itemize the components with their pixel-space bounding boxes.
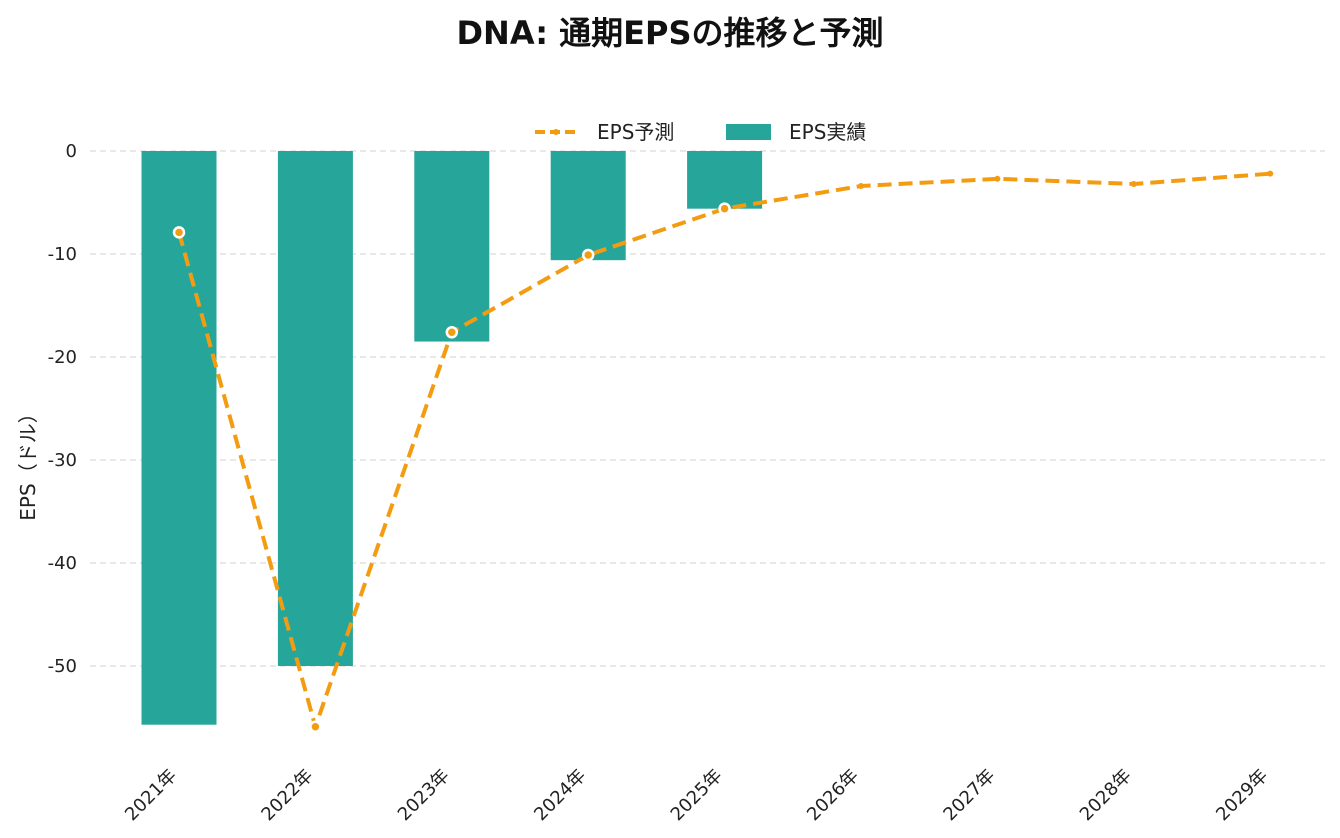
forecast-point-2021年 [172, 226, 186, 239]
bar-series [141, 151, 763, 725]
bar-2024年 [550, 151, 626, 261]
legend-line-marker [553, 129, 559, 135]
y-tick-label: -20 [48, 347, 77, 368]
y-tick-label: 0 [66, 141, 77, 162]
x-tick-label: 2023年 [394, 765, 454, 825]
x-tick-label: 2022年 [257, 765, 317, 825]
line-series [172, 170, 1274, 734]
x-tick-label: 2028年 [1076, 765, 1136, 825]
forecast-point-2028年 [1130, 180, 1137, 187]
y-tick-label: -40 [48, 553, 77, 574]
x-tick-label: 2025年 [667, 765, 727, 825]
x-tick-label: 2026年 [803, 765, 863, 825]
forecast-point-2027年 [994, 175, 1001, 182]
legend: EPS予測 EPS実績 [535, 120, 866, 144]
legend-label-actual: EPS実績 [789, 120, 866, 144]
x-tick-label: 2027年 [939, 765, 999, 825]
bar-2023年 [414, 151, 490, 342]
legend-label-forecast: EPS予測 [597, 120, 674, 144]
legend-bar-swatch [726, 124, 771, 140]
bar-2022年 [277, 151, 353, 666]
forecast-point-2025年 [718, 202, 731, 215]
y-tick-label: -10 [48, 244, 77, 265]
y-tick-label: -50 [48, 656, 77, 677]
forecast-point-2026年 [858, 183, 864, 190]
bar-2025年 [687, 151, 763, 209]
y-tick-label: -30 [48, 450, 77, 471]
forecast-point-2024年 [581, 248, 595, 262]
x-axis-ticks: 2021年 2022年 2023年 2024年 2025年 2026年 2027年 2028年… [121, 765, 1272, 825]
forecast-point-2022年 [309, 720, 322, 734]
x-tick-label: 2021年 [121, 765, 181, 825]
forecast-point-2023年 [445, 326, 459, 339]
bar-2021年 [141, 151, 217, 725]
y-axis-label: EPS（ドル） [16, 403, 40, 520]
x-tick-label: 2024年 [530, 765, 590, 825]
chart-title: DNA: 通期EPSの推移と予測 [456, 14, 884, 52]
y-axis-ticks: 0 -10 -20 -30 -40 -50 [48, 141, 77, 677]
forecast-point-2029年 [1267, 170, 1274, 177]
x-tick-label: 2029年 [1212, 765, 1272, 825]
